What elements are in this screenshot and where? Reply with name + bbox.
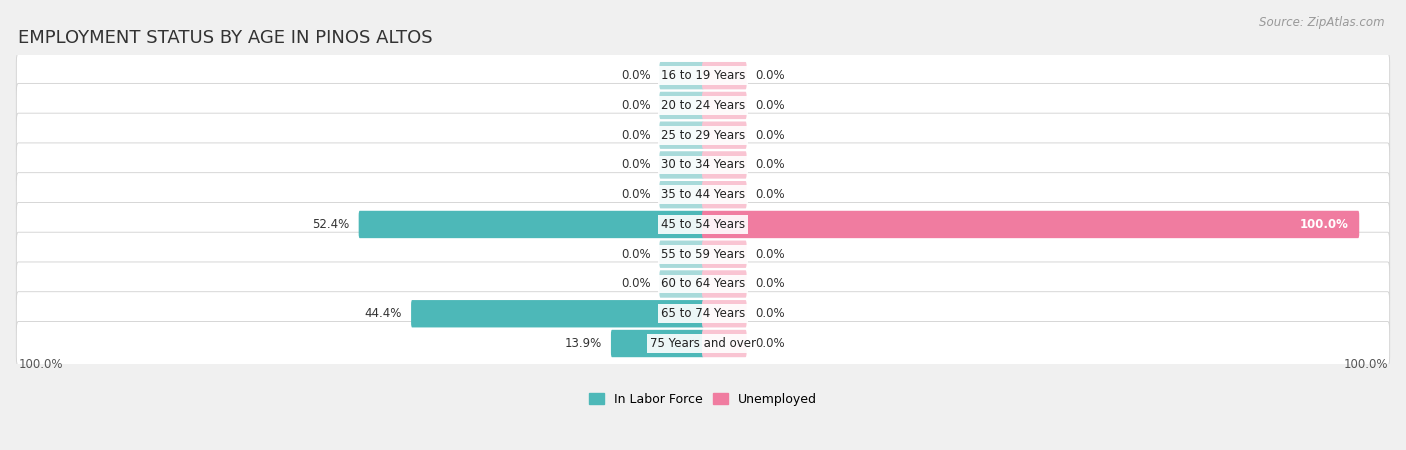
FancyBboxPatch shape [612,330,704,357]
Text: 20 to 24 Years: 20 to 24 Years [661,99,745,112]
Text: 0.0%: 0.0% [755,278,785,291]
FancyBboxPatch shape [659,62,704,90]
FancyBboxPatch shape [702,270,747,298]
FancyBboxPatch shape [17,54,1389,98]
FancyBboxPatch shape [659,181,704,208]
Text: 30 to 34 Years: 30 to 34 Years [661,158,745,171]
FancyBboxPatch shape [659,151,704,179]
Text: 0.0%: 0.0% [755,188,785,201]
FancyBboxPatch shape [702,300,747,328]
Text: 13.9%: 13.9% [565,337,602,350]
Text: Source: ZipAtlas.com: Source: ZipAtlas.com [1260,16,1385,29]
Text: 0.0%: 0.0% [755,158,785,171]
FancyBboxPatch shape [702,151,747,179]
Text: 52.4%: 52.4% [312,218,350,231]
Text: 0.0%: 0.0% [621,99,651,112]
FancyBboxPatch shape [702,92,747,119]
FancyBboxPatch shape [702,241,747,268]
FancyBboxPatch shape [17,113,1389,157]
Text: 55 to 59 Years: 55 to 59 Years [661,248,745,261]
Text: 60 to 64 Years: 60 to 64 Years [661,278,745,291]
Text: 16 to 19 Years: 16 to 19 Years [661,69,745,82]
Text: 44.4%: 44.4% [366,307,402,320]
FancyBboxPatch shape [659,122,704,149]
Text: 0.0%: 0.0% [621,278,651,291]
FancyBboxPatch shape [17,143,1389,187]
Text: 0.0%: 0.0% [621,69,651,82]
FancyBboxPatch shape [702,122,747,149]
Text: 0.0%: 0.0% [755,248,785,261]
Text: 100.0%: 100.0% [1299,218,1348,231]
FancyBboxPatch shape [702,62,747,90]
Text: 75 Years and over: 75 Years and over [650,337,756,350]
Text: 0.0%: 0.0% [621,129,651,142]
FancyBboxPatch shape [17,83,1389,127]
Text: 0.0%: 0.0% [621,158,651,171]
FancyBboxPatch shape [359,211,704,238]
Text: 100.0%: 100.0% [1343,359,1388,371]
FancyBboxPatch shape [17,173,1389,217]
Text: 35 to 44 Years: 35 to 44 Years [661,188,745,201]
FancyBboxPatch shape [659,92,704,119]
FancyBboxPatch shape [702,181,747,208]
Text: 0.0%: 0.0% [621,188,651,201]
FancyBboxPatch shape [659,270,704,298]
FancyBboxPatch shape [17,321,1389,365]
FancyBboxPatch shape [702,330,747,357]
FancyBboxPatch shape [411,300,704,328]
FancyBboxPatch shape [17,292,1389,336]
Text: 0.0%: 0.0% [755,129,785,142]
Text: 0.0%: 0.0% [755,69,785,82]
Text: 0.0%: 0.0% [755,307,785,320]
FancyBboxPatch shape [17,232,1389,276]
Text: 100.0%: 100.0% [18,359,63,371]
FancyBboxPatch shape [17,262,1389,306]
Text: 0.0%: 0.0% [755,337,785,350]
Text: 45 to 54 Years: 45 to 54 Years [661,218,745,231]
Text: EMPLOYMENT STATUS BY AGE IN PINOS ALTOS: EMPLOYMENT STATUS BY AGE IN PINOS ALTOS [18,29,433,47]
Text: 0.0%: 0.0% [621,248,651,261]
Text: 0.0%: 0.0% [755,99,785,112]
FancyBboxPatch shape [659,241,704,268]
Text: 25 to 29 Years: 25 to 29 Years [661,129,745,142]
FancyBboxPatch shape [17,202,1389,247]
FancyBboxPatch shape [702,211,1360,238]
Text: 65 to 74 Years: 65 to 74 Years [661,307,745,320]
Legend: In Labor Force, Unemployed: In Labor Force, Unemployed [583,388,823,411]
